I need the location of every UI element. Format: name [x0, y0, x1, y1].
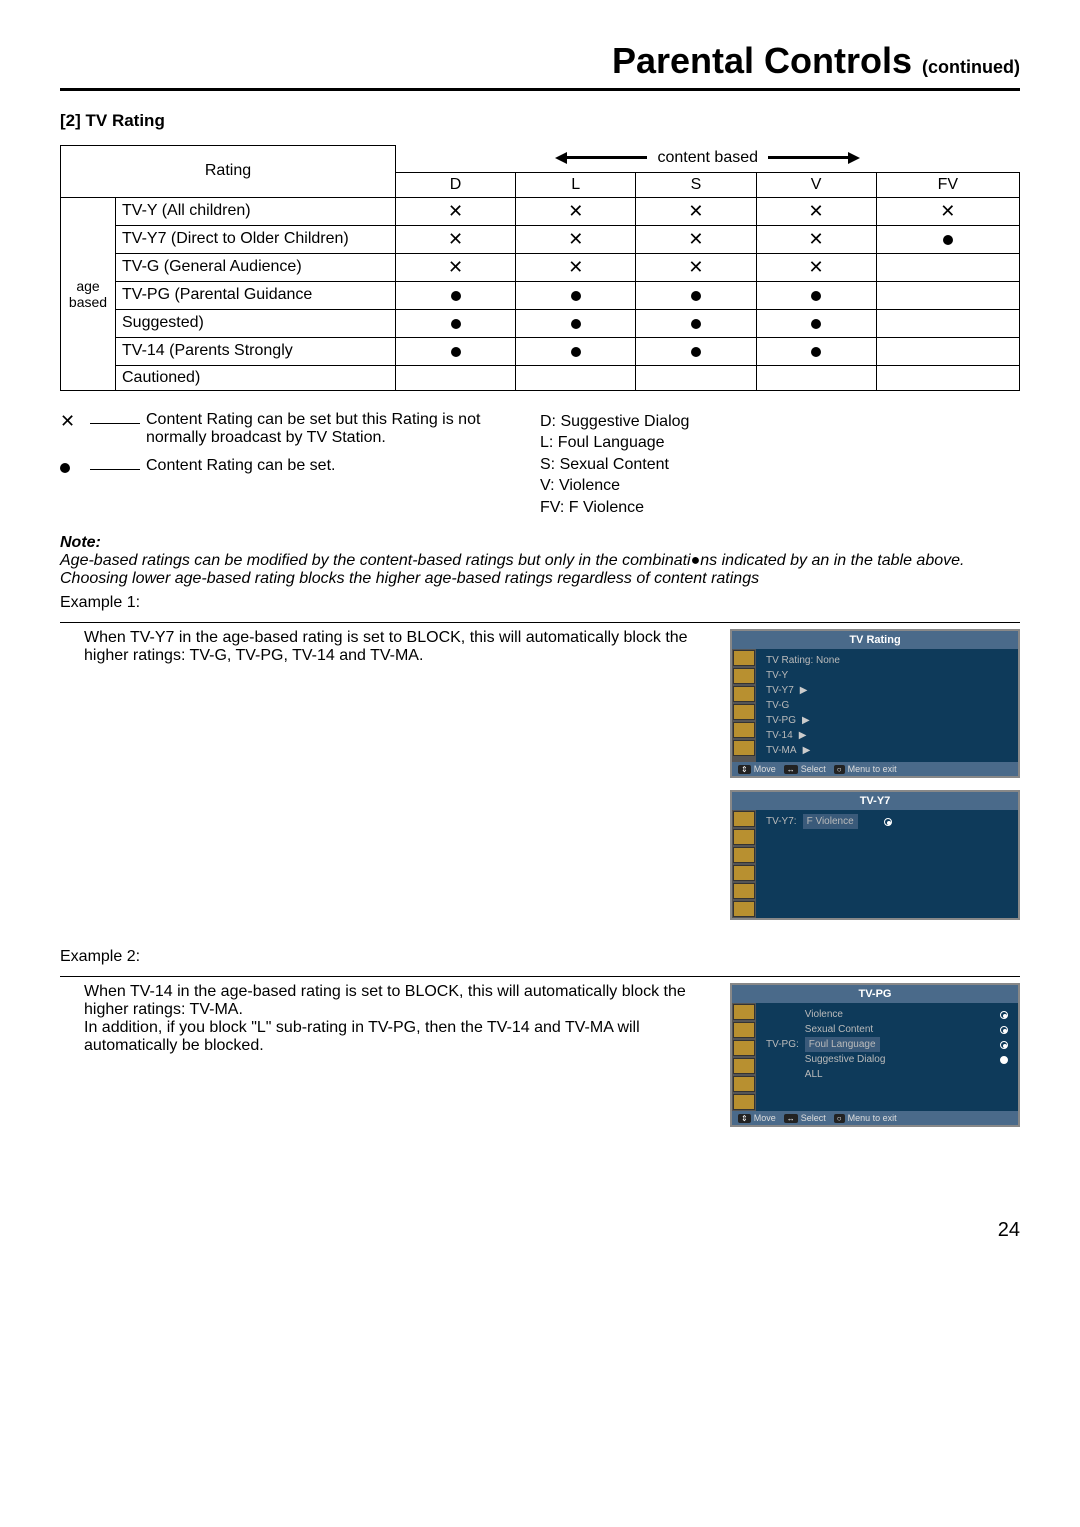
rating-name: TV-PG (Parental Guidance: [116, 281, 396, 309]
radio-icon: [1000, 1026, 1008, 1034]
rating-mark: [876, 281, 1019, 309]
rating-mark: [876, 309, 1019, 337]
rating-mark: [516, 365, 636, 390]
arrow-right-icon: [848, 152, 860, 164]
osd-item: TV-PG▶: [766, 713, 1008, 728]
example2-title: Example 2:: [60, 942, 1020, 968]
rating-mark: ✕: [756, 253, 876, 281]
age-based-label: age based: [61, 197, 116, 390]
osd-item: Foul Language: [805, 1037, 1008, 1052]
rating-mark: [396, 309, 516, 337]
osd-item: TV-MA▶: [766, 743, 1008, 758]
rating-mark: [636, 365, 756, 390]
osd-item: TV-Y7▶: [766, 683, 1008, 698]
radio-icon: [884, 818, 892, 826]
rating-mark: [516, 309, 636, 337]
example1-title: Example 1:: [60, 588, 1020, 614]
rating-mark: ✕: [516, 225, 636, 253]
col-head: S: [636, 172, 756, 197]
rating-mark: [636, 337, 756, 365]
page-title: Parental Controls (continued): [60, 40, 1020, 91]
example2-text2: In addition, if you block "L" sub-rating…: [60, 1019, 710, 1055]
page-number: 24: [60, 1219, 1020, 1242]
rating-mark: [756, 281, 876, 309]
rating-mark: ✕: [516, 197, 636, 225]
radio-icon: [1000, 1011, 1008, 1019]
rating-mark: ✕: [636, 197, 756, 225]
legend: ✕ Content Rating can be set but this Rat…: [60, 411, 1020, 519]
radio-icon: [1000, 1056, 1008, 1064]
rating-mark: [876, 365, 1019, 390]
rating-mark: ✕: [636, 225, 756, 253]
osd-item: Suggestive Dialog: [805, 1052, 1008, 1067]
example2-text1: When TV-14 in the age-based rating is se…: [60, 983, 710, 1019]
rating-mark: ✕: [396, 253, 516, 281]
example2-row: When TV-14 in the age-based rating is se…: [60, 983, 1020, 1139]
osd-tv-y7: TV-Y7 TV-Y7: F Violence: [730, 790, 1020, 920]
x-icon: ✕: [60, 411, 90, 447]
col-head: FV: [876, 172, 1019, 197]
section-heading: [2] TV Rating: [60, 111, 1020, 131]
rating-mark: [396, 281, 516, 309]
title-text: Parental Controls: [612, 40, 912, 81]
rating-mark: [396, 337, 516, 365]
rating-mark: [636, 309, 756, 337]
rating-mark: ✕: [396, 197, 516, 225]
rating-mark: [876, 337, 1019, 365]
rating-table: Rating content based DLSVFV age basedTV-…: [60, 145, 1020, 391]
rating-mark: ✕: [636, 253, 756, 281]
example1-row: When TV-Y7 in the age-based rating is se…: [60, 629, 1020, 932]
radio-icon: [1000, 1041, 1008, 1049]
osd-item: ALL: [805, 1067, 1008, 1082]
rating-mark: [516, 281, 636, 309]
rating-mark: [756, 337, 876, 365]
legend-dot-text: Content Rating can be set.: [146, 457, 500, 478]
legend-codes: D: Suggestive Dialog L: Foul Language S:…: [540, 411, 689, 519]
rating-label: Rating: [61, 146, 396, 198]
content-based-header: content based: [396, 146, 1020, 173]
rating-name: TV-G (General Audience): [116, 253, 396, 281]
rating-mark: [396, 365, 516, 390]
example1-text: When TV-Y7 in the age-based rating is se…: [60, 629, 710, 665]
osd-item: TV-Y: [766, 668, 1008, 683]
rating-name: TV-Y7 (Direct to Older Children): [116, 225, 396, 253]
col-head: L: [516, 172, 636, 197]
rating-name: TV-14 (Parents Strongly: [116, 337, 396, 365]
dot-icon: [60, 457, 90, 478]
rating-mark: ✕: [396, 225, 516, 253]
osd-tv-rating: TV Rating TV Rating: NoneTV-YTV-Y7▶TV-GT…: [730, 629, 1020, 778]
osd-item: TV-G: [766, 698, 1008, 713]
rating-mark: [756, 365, 876, 390]
arrow-left-icon: [555, 152, 567, 164]
osd-item: TV-14▶: [766, 728, 1008, 743]
osd-item: Violence: [805, 1007, 1008, 1022]
rating-mark: [636, 281, 756, 309]
col-head: D: [396, 172, 516, 197]
rating-mark: [876, 253, 1019, 281]
rating-mark: ✕: [516, 253, 636, 281]
rating-mark: [756, 309, 876, 337]
osd-item: Sexual Content: [805, 1022, 1008, 1037]
title-continued: (continued): [922, 57, 1020, 77]
rating-name: Cautioned): [116, 365, 396, 390]
osd-item: TV Rating: None: [766, 653, 1008, 668]
rating-mark: ✕: [756, 225, 876, 253]
legend-x-text: Content Rating can be set but this Ratin…: [146, 411, 500, 447]
rating-mark: ✕: [876, 197, 1019, 225]
osd-tv-pg: TV-PG TV-PG:ViolenceSexual ContentFoul L…: [730, 983, 1020, 1127]
note-block: Note: Age-based ratings can be modified …: [60, 534, 1020, 588]
rating-mark: [516, 337, 636, 365]
rating-name: TV-Y (All children): [116, 197, 396, 225]
rating-mark: [876, 225, 1019, 253]
rating-name: Suggested): [116, 309, 396, 337]
rating-mark: ✕: [756, 197, 876, 225]
col-head: V: [756, 172, 876, 197]
